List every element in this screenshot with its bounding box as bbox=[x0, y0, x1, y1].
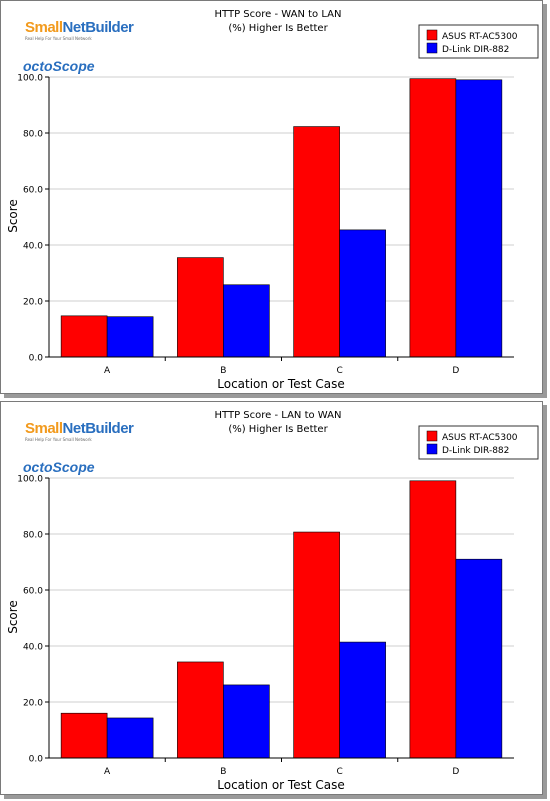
chart-title: HTTP Score - LAN to WAN bbox=[215, 410, 342, 421]
logo-tagline: Real Help For Your Small Network bbox=[25, 437, 92, 442]
legend-swatch-dlink bbox=[426, 443, 438, 455]
y-tick-label: 100.0 bbox=[17, 475, 43, 485]
logo-tagline: Real Help For Your Small Network bbox=[25, 36, 92, 41]
bar-d-dlink bbox=[455, 558, 503, 759]
x-tick-label: B bbox=[220, 767, 226, 777]
bar-b-asus bbox=[177, 257, 224, 358]
y-tick-label: 0.0 bbox=[29, 354, 44, 364]
bar-b-asus bbox=[177, 661, 224, 759]
smallnetbuilder-logo: SmallNetBuilder Real Help For Your Small… bbox=[7, 408, 134, 478]
bar-c-asus bbox=[293, 531, 340, 759]
bar-c-dlink bbox=[339, 641, 386, 759]
octoscope-logo: octoScope bbox=[23, 58, 95, 74]
legend-label-dlink: D-Link DIR-882 bbox=[442, 45, 509, 55]
x-tick-label: C bbox=[336, 366, 342, 376]
legend-swatch-asus bbox=[426, 29, 438, 41]
chart-subtitle: (%) Higher Is Better bbox=[228, 23, 328, 34]
chart-panel-wan-to-lan: SmallNetBuilder Real Help For Your Small… bbox=[0, 0, 543, 394]
y-tick-label: 60.0 bbox=[23, 587, 43, 597]
chart-subtitle: (%) Higher Is Better bbox=[228, 424, 328, 435]
x-axis-label: Location or Test Case bbox=[217, 377, 344, 391]
chart-title: HTTP Score - WAN to LAN bbox=[215, 9, 342, 20]
y-tick-label: 0.0 bbox=[29, 755, 44, 765]
bar-c-dlink bbox=[339, 229, 386, 358]
legend-label-asus: ASUS RT-AC5300 bbox=[442, 32, 518, 42]
x-tick-label: B bbox=[220, 366, 226, 376]
x-tick-label: D bbox=[452, 767, 459, 777]
plot-area: 0.0 20.0 40.0 60.0 80.0 100.0 A B C D bbox=[17, 475, 514, 777]
bar-b-dlink bbox=[223, 284, 270, 358]
chart-panel-lan-to-wan: SmallNetBuilder Real Help For Your Small… bbox=[0, 401, 543, 795]
y-tick-label: 20.0 bbox=[23, 298, 43, 308]
bar-d-asus bbox=[409, 480, 457, 759]
legend: ASUS RT-AC5300 D-Link DIR-882 bbox=[418, 24, 539, 59]
smallnetbuilder-logo: SmallNetBuilder Real Help For Your Small… bbox=[7, 7, 134, 77]
bar-a-asus bbox=[60, 712, 108, 759]
y-tick-label: 80.0 bbox=[23, 531, 43, 541]
plot-area: 0.0 20.0 40.0 60.0 80.0 100.0 A B C D bbox=[17, 74, 514, 376]
bar-a-dlink bbox=[106, 316, 154, 358]
y-axis-label: Score bbox=[6, 600, 20, 634]
bar-a-dlink bbox=[106, 717, 154, 759]
x-axis-label: Location or Test Case bbox=[217, 778, 344, 792]
bar-d-dlink bbox=[455, 79, 503, 358]
y-tick-label: 100.0 bbox=[17, 74, 43, 84]
x-tick-label: A bbox=[104, 366, 111, 376]
x-tick-label: D bbox=[452, 366, 459, 376]
legend-label-asus: ASUS RT-AC5300 bbox=[442, 433, 518, 443]
legend-box bbox=[418, 24, 539, 59]
legend-box bbox=[418, 425, 539, 460]
y-tick-label: 60.0 bbox=[23, 186, 43, 196]
bar-b-dlink bbox=[223, 684, 270, 759]
legend: ASUS RT-AC5300 D-Link DIR-882 bbox=[418, 425, 539, 460]
bar-chart-svg: 0.0 20.0 40.0 60.0 80.0 100.0 A B C D HTTP Score … bbox=[6, 9, 539, 391]
legend-swatch-asus bbox=[426, 430, 438, 442]
y-tick-label: 40.0 bbox=[23, 242, 43, 252]
legend-swatch-dlink bbox=[426, 42, 438, 54]
x-tick-label: A bbox=[104, 767, 111, 777]
y-tick-label: 80.0 bbox=[23, 130, 43, 140]
logo-brand: SmallNetBuilder bbox=[25, 19, 134, 36]
y-tick-label: 20.0 bbox=[23, 699, 43, 709]
y-tick-label: 40.0 bbox=[23, 643, 43, 653]
octoscope-logo: octoScope bbox=[23, 459, 95, 475]
logo-brand: SmallNetBuilder bbox=[25, 420, 134, 437]
bar-chart-svg: 0.0 20.0 40.0 60.0 80.0 100.0 A B C D HTTP Score … bbox=[6, 410, 539, 792]
bar-c-asus bbox=[293, 126, 340, 358]
bar-a-asus bbox=[60, 315, 108, 358]
bar-d-asus bbox=[409, 78, 457, 358]
legend-label-dlink: D-Link DIR-882 bbox=[442, 446, 509, 456]
x-tick-label: C bbox=[336, 767, 342, 777]
y-axis-label: Score bbox=[6, 199, 20, 233]
